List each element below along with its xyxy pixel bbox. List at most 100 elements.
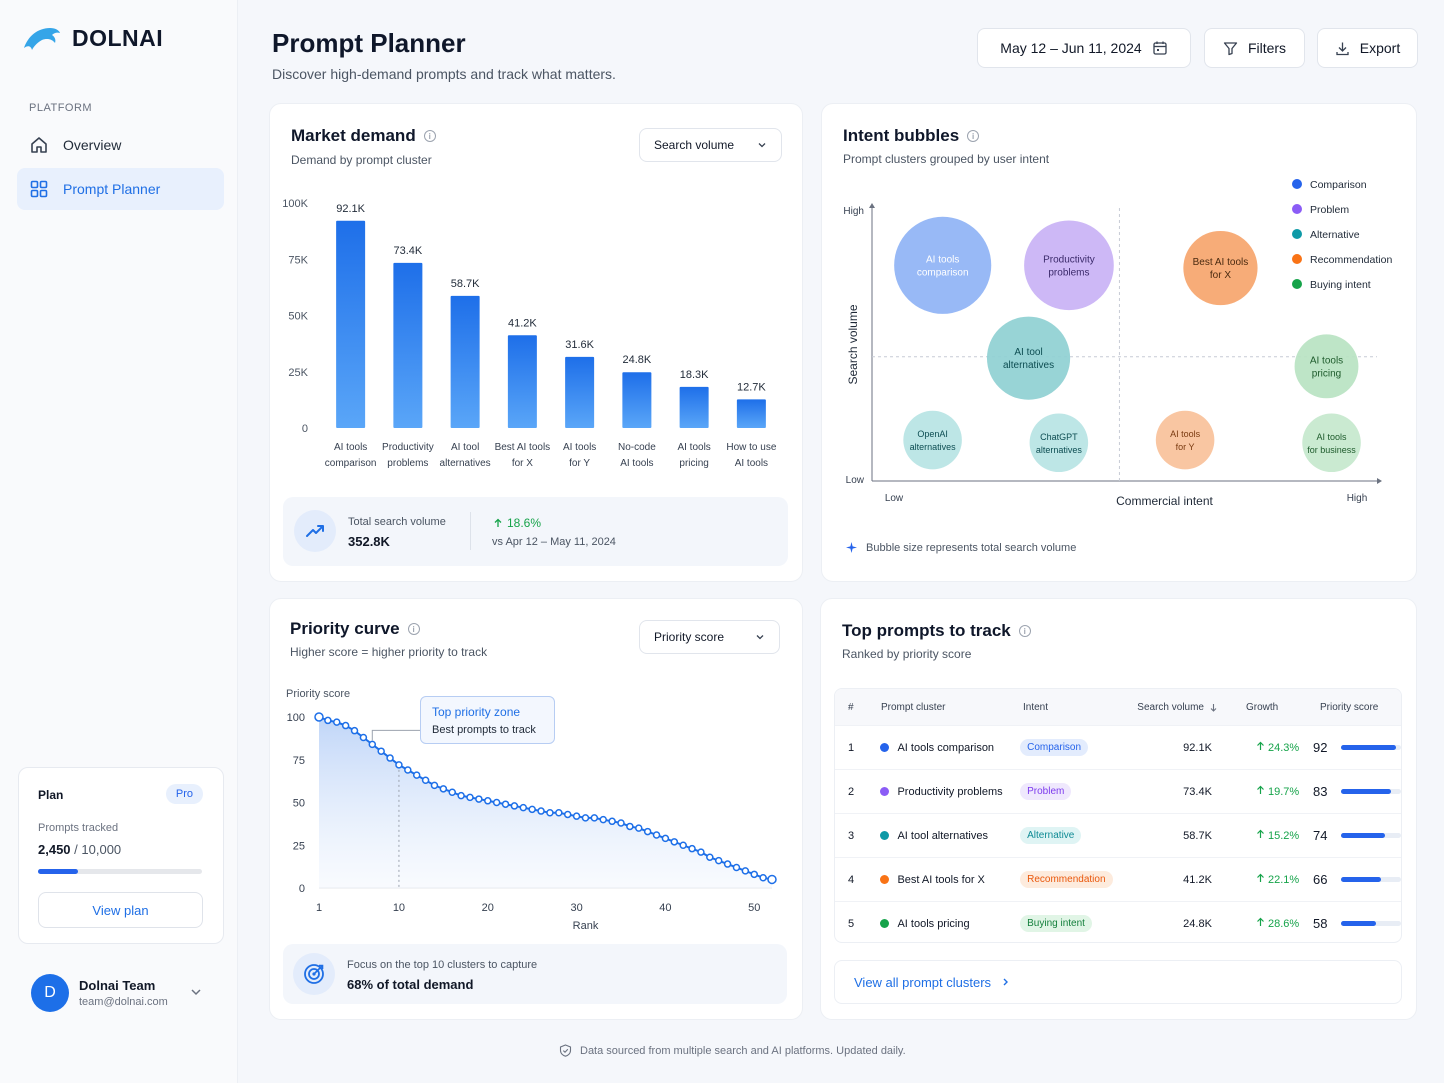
y-tick-label: 25 [293, 840, 305, 852]
intent-dot [880, 875, 890, 884]
bubble-label: for business [1307, 445, 1356, 455]
page-subtitle: Discover high-demand prompts and track w… [272, 66, 616, 82]
data-point [759, 873, 767, 882]
bubble-label: AI tools [1317, 432, 1348, 442]
growth-indicator: 18.6% [493, 516, 541, 530]
column-header-growth[interactable]: Growth [1246, 701, 1279, 713]
avatar: D [31, 974, 69, 1012]
page-title: Prompt Planner [272, 28, 466, 58]
column-header-label: Search volume [1137, 701, 1204, 713]
column-header-score[interactable]: Priority score [1320, 701, 1379, 713]
bar [565, 356, 595, 428]
view-plan-button[interactable]: View plan [38, 892, 203, 928]
table-row[interactable]: 1 AI tools comparison Comparison 92.1K 2… [835, 725, 1401, 769]
priority-metric-dropdown[interactable]: Priority score [639, 620, 780, 654]
data-point [368, 740, 377, 749]
y-tick-label: 0 [299, 883, 305, 895]
intent-dot [880, 743, 890, 752]
intent-bubble-chart: High Low Low High Commercial intent Search vo… [843, 179, 1392, 508]
data-point [723, 860, 732, 868]
bar [736, 399, 766, 428]
score-value: 74 [1313, 828, 1328, 843]
date-range-picker[interactable]: May 12 – Jun 11, 2024 [977, 28, 1191, 68]
x-tick-label: comparison [325, 458, 377, 469]
cluster-cell: AI tools comparison [880, 742, 1020, 754]
user-menu[interactable]: D Dolnai Team team@dolnai.com [31, 974, 168, 1012]
volume-cell: 41.2K [1183, 873, 1212, 886]
chevron-down-icon[interactable] [190, 986, 202, 998]
x-tick-label: Productivity [382, 442, 434, 453]
x-axis-label: Rank [573, 920, 599, 932]
column-header-intent[interactable]: Intent [1023, 701, 1049, 713]
bubble-label: AI tools [1170, 429, 1201, 439]
bar [679, 386, 709, 428]
intent-badge: Alternative [1020, 827, 1082, 844]
info-icon[interactable]: i [1018, 625, 1031, 637]
y-axis-label: Search volume [846, 304, 860, 384]
score-bar [1341, 921, 1401, 926]
score-fill [1341, 745, 1397, 750]
x-tick-label: 20 [482, 902, 494, 914]
rank-cell: 5 [848, 917, 855, 930]
bar-data-label: 58.7K [451, 278, 480, 290]
plan-tracked-count: 2,450 / 10,000 [38, 842, 121, 857]
user-name: Dolnai Team [79, 978, 156, 993]
info-icon[interactable]: i [967, 130, 980, 142]
column-header-cluster[interactable]: Prompt cluster [881, 701, 946, 713]
priority-line [318, 716, 773, 881]
sidebar-item-overview[interactable]: Overview [17, 124, 224, 166]
bubble [1155, 410, 1215, 470]
table-row[interactable]: 2 Productivity problems Problem 73.4K 19… [835, 769, 1401, 813]
data-point [386, 754, 394, 762]
view-all-clusters-link[interactable]: View all prompt clusters [834, 960, 1402, 1004]
growth-cell: 15.2% [1212, 829, 1311, 842]
user-email: team@dolnai.com [79, 996, 168, 1008]
plan-tracked-label: Prompts tracked [38, 822, 119, 834]
info-icon[interactable]: i [423, 130, 436, 142]
brand-logo[interactable]: DOLNAI [22, 24, 163, 52]
bubble-label: Productivity [1043, 254, 1095, 265]
legend-swatch [1292, 204, 1302, 214]
calendar-icon [1153, 41, 1167, 55]
bubble-label: ChatGPT [1040, 432, 1078, 442]
data-point [528, 805, 536, 814]
export-button[interactable]: Export [1317, 28, 1418, 68]
top-priority-callout: Top priority zone Best prompts to track [420, 696, 555, 744]
x-tick-label: AI tools [735, 458, 768, 469]
table-row[interactable]: 4 Best AI tools for X Recommendation 41.… [835, 857, 1401, 901]
score-cell: 74 [1311, 828, 1401, 843]
data-point [608, 817, 616, 826]
table-row[interactable]: 5 AI tools pricing Buying intent 24.8K 2… [835, 901, 1401, 942]
top-prompts-subtitle: Ranked by priority score [842, 647, 972, 661]
growth-value: 15.2% [1267, 830, 1300, 842]
plan-badge: Pro [165, 784, 203, 804]
score-cell: 58 [1311, 916, 1401, 931]
priority-curve-subtitle: Higher score = higher priority to track [290, 645, 488, 659]
legend-label: Alternative [1310, 229, 1360, 241]
bubble [986, 316, 1071, 400]
info-icon[interactable]: i [407, 623, 420, 635]
table-body: 1 AI tools comparison Comparison 92.1K 2… [835, 725, 1401, 942]
y-tick-label: 75K [288, 254, 308, 266]
bar-data-label: 24.8K [623, 354, 652, 366]
bubble-size-note: Bubble size represents total search volu… [845, 541, 1076, 554]
sidebar-section-label: PLATFORM [29, 102, 93, 114]
bubble-label: AI tools [1310, 355, 1343, 366]
bar-data-label: 92.1K [336, 203, 365, 215]
market-metric-dropdown[interactable]: Search volume [639, 128, 782, 162]
dropdown-value: Priority score [654, 630, 725, 644]
bubble-label: OpenAI [917, 429, 948, 439]
table-row[interactable]: 3 AI tool alternatives Alternative 58.7K… [835, 813, 1401, 857]
bubble-label: for X [1210, 270, 1231, 281]
sidebar-item-prompt-planner[interactable]: Prompt Planner [17, 168, 224, 210]
bar-data-label: 31.6K [565, 339, 594, 351]
data-point [643, 827, 652, 836]
bar [507, 335, 537, 428]
column-header-rank: # [848, 701, 854, 713]
column-header-volume[interactable]: Search volume [1133, 702, 1218, 713]
cluster-name: AI tool alternatives [897, 829, 988, 842]
data-point [581, 814, 590, 822]
filters-button[interactable]: Filters [1204, 28, 1305, 68]
intent-cell: Buying intent [1020, 915, 1128, 932]
priority-curve-chart: Priority score 0 25 50 75 100 1 10 20 30 40 50 Rank [286, 688, 777, 932]
